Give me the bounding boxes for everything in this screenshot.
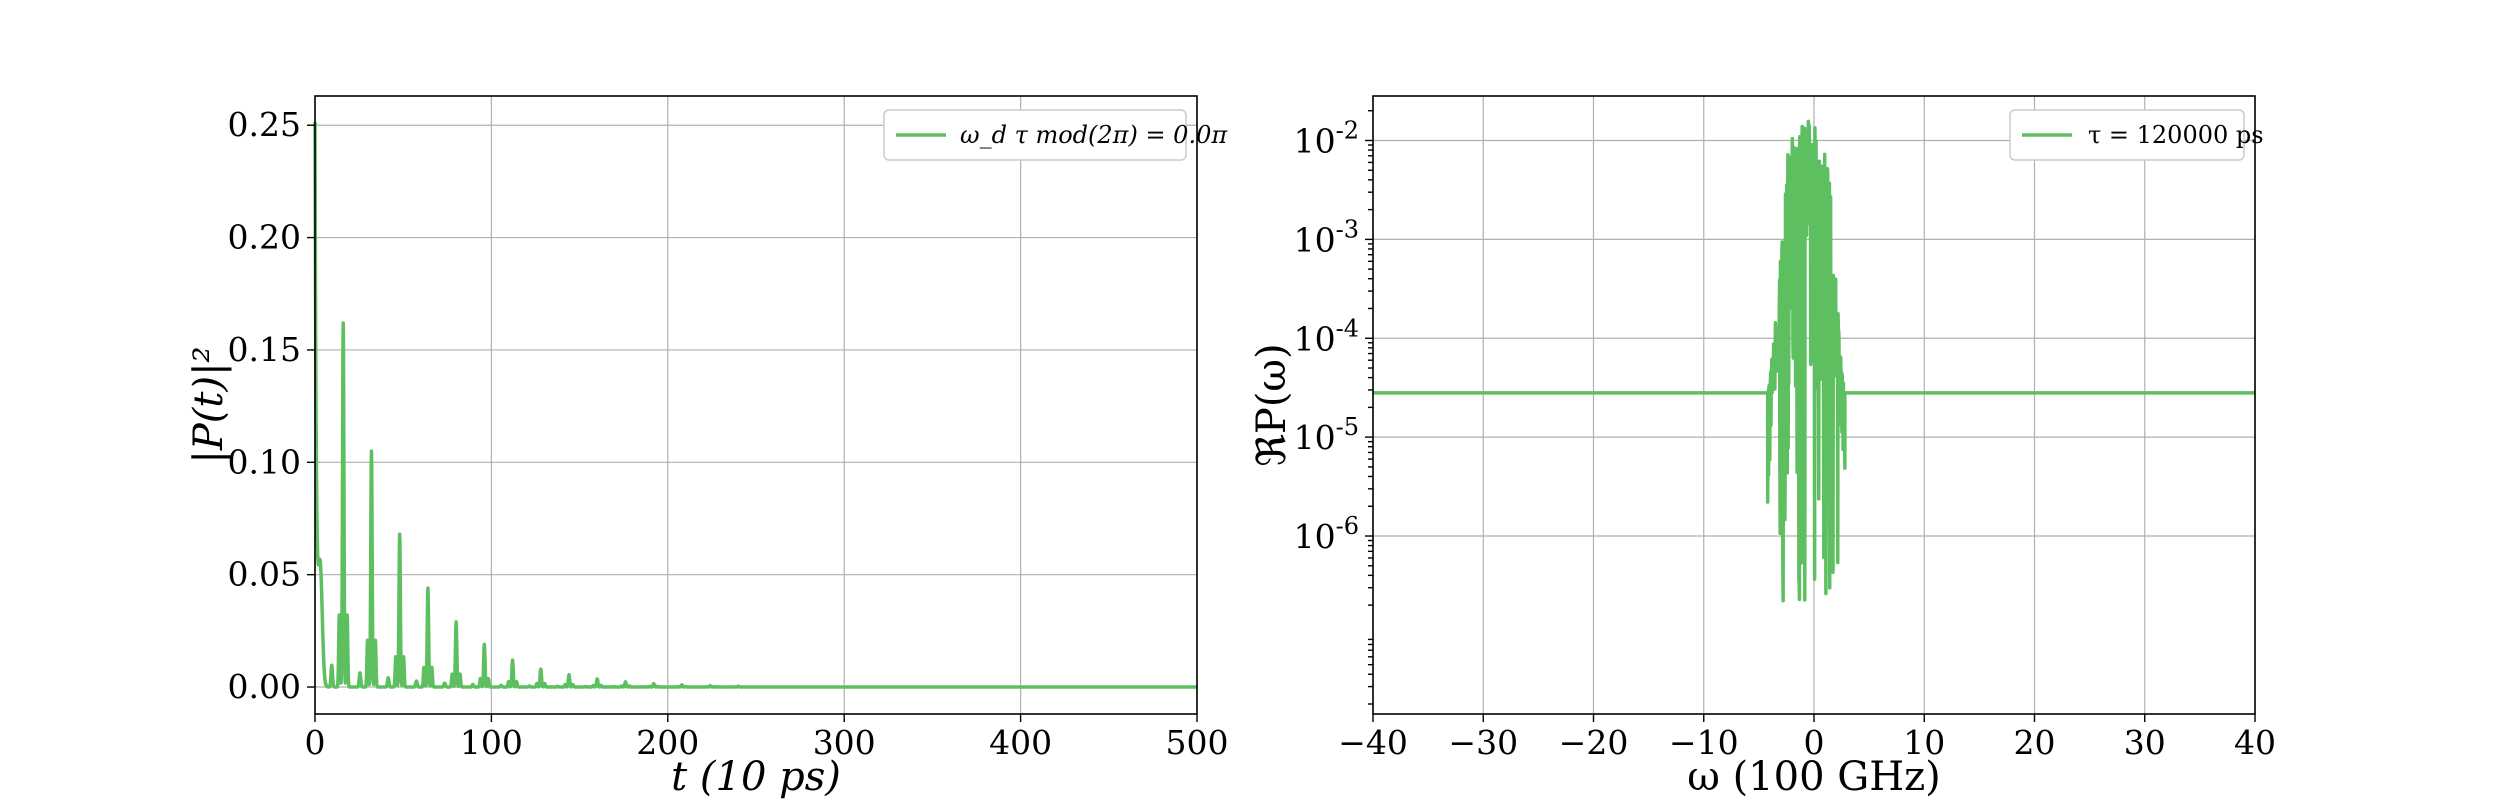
left-legend: ω_d τ mod(2π) = 0.0π — [883, 109, 1228, 161]
left-legend-box — [883, 109, 1187, 161]
left-y-tick-label: 0.00 — [228, 667, 301, 706]
right-y-tick-label: 10-3 — [1294, 215, 1359, 259]
left-ticks: 0 100 200 300 400 500 0.00 0.05 0.10 0.15 0.20 0.25 — [228, 105, 1229, 762]
right-y-tick-label: 10-4 — [1294, 314, 1359, 358]
left-x-tick-label: 500 — [1166, 723, 1229, 762]
left-grid — [314, 96, 1198, 714]
right-x-tick-label: −30 — [1448, 723, 1518, 762]
right-x-tick-label: 20 — [2014, 723, 2056, 762]
right-y-tick-label: 10-5 — [1294, 413, 1359, 457]
right-ticks: −40 −30 −20 −10 0 10 20 30 40 10-6 10-5 10-4 10-3 10-… — [1294, 110, 2276, 762]
left-x-tick-label: 0 — [305, 723, 326, 762]
left-x-tick-label: 300 — [813, 723, 876, 762]
right-legend-box — [2009, 109, 2245, 161]
left-x-tick-label: 100 — [460, 723, 523, 762]
right-x-tick-label: 10 — [1903, 723, 1945, 762]
left-y-tick-label: 0.10 — [228, 442, 301, 481]
right-legend-label: τ = 120000 ps — [2088, 121, 2264, 149]
right-x-tick-label: −10 — [1669, 723, 1739, 762]
right-x-tick-label: 40 — [2234, 723, 2276, 762]
left-y-tick-label: 0.20 — [228, 218, 301, 257]
right-y-tick-label: 10-6 — [1294, 512, 1359, 556]
left-y-tick-label: 0.25 — [228, 105, 301, 144]
left-x-tick-label: 400 — [989, 723, 1052, 762]
right-x-tick-label: −20 — [1559, 723, 1629, 762]
left-x-tick-label: 200 — [636, 723, 699, 762]
right-x-axis-label: ω (100 GHz) — [1687, 754, 1941, 800]
right-x-tick-label: 0 — [1804, 723, 1825, 762]
right-y-tick-label: 10-2 — [1294, 116, 1359, 160]
right-x-tick-label: 30 — [2124, 723, 2166, 762]
left-y-axis-label: |P(t)|² — [186, 346, 232, 463]
left-series-line — [313, 121, 1199, 689]
left-chart: 0 100 200 300 400 500 0.00 0.05 0.10 0.15 0.20 0.25… — [186, 95, 1229, 800]
left-y-tick-label: 0.15 — [228, 330, 301, 369]
right-legend: τ = 120000 ps — [2009, 109, 2264, 161]
right-x-tick-label: −40 — [1338, 723, 1408, 762]
right-series-line — [1373, 119, 2255, 603]
right-chart: −40 −30 −20 −10 0 10 20 30 40 10-6 10-5 10-4 10-3 10-… — [1249, 95, 2276, 800]
left-axes-frame — [314, 95, 1198, 715]
right-y-axis-label: ℜP(ω) — [1249, 343, 1295, 466]
left-y-tick-label: 0.05 — [228, 555, 301, 594]
left-x-axis-label: t (10 ps) — [671, 754, 841, 800]
left-legend-label: ω_d τ mod(2π) = 0.0π — [960, 121, 1228, 149]
